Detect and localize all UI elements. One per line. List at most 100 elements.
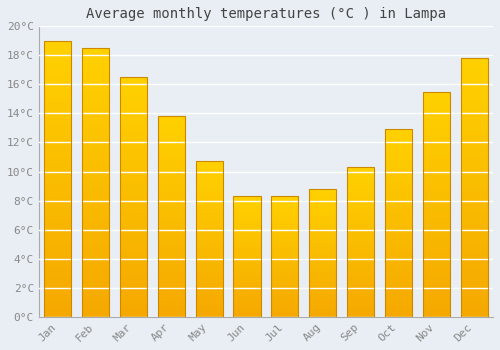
Bar	[196, 252, 223, 255]
Bar	[82, 274, 109, 279]
Bar	[158, 132, 185, 137]
Bar	[196, 164, 223, 168]
Bar	[309, 258, 336, 260]
Bar	[422, 191, 450, 195]
Bar	[234, 295, 260, 298]
Bar	[82, 155, 109, 161]
Bar	[271, 307, 298, 309]
Bar	[44, 41, 72, 317]
Bar	[82, 113, 109, 118]
Bar	[460, 239, 488, 244]
Bar	[385, 130, 412, 133]
Bar	[44, 118, 72, 124]
Bar	[82, 215, 109, 220]
Bar	[347, 227, 374, 230]
Bar	[158, 204, 185, 209]
Bar	[347, 182, 374, 185]
Bar	[347, 260, 374, 263]
Bar	[158, 273, 185, 277]
Bar	[196, 314, 223, 317]
Bar	[158, 289, 185, 293]
Bar	[234, 268, 260, 271]
Bar	[82, 172, 109, 177]
Bar	[271, 218, 298, 220]
Bar	[234, 223, 260, 225]
Bar	[422, 254, 450, 258]
Bar	[82, 97, 109, 102]
Bar	[422, 101, 450, 105]
Bar	[347, 233, 374, 236]
Bar	[196, 245, 223, 248]
Bar	[309, 197, 336, 199]
Bar	[460, 58, 488, 317]
Bar	[120, 192, 147, 197]
Bar	[309, 312, 336, 314]
Bar	[120, 312, 147, 317]
Bar	[460, 79, 488, 84]
Bar	[196, 280, 223, 282]
Bar	[385, 283, 412, 287]
Bar	[271, 290, 298, 293]
Bar	[158, 309, 185, 313]
Bar	[158, 305, 185, 309]
Bar	[44, 96, 72, 101]
Bar	[82, 129, 109, 134]
Bar	[422, 263, 450, 267]
Bar	[385, 275, 412, 279]
Bar	[234, 286, 260, 288]
Bar	[158, 209, 185, 212]
Bar	[196, 270, 223, 273]
Bar	[309, 222, 336, 225]
Bar	[120, 183, 147, 187]
Bar	[196, 236, 223, 239]
Bar	[271, 237, 298, 240]
Bar	[347, 191, 374, 194]
Bar	[44, 107, 72, 113]
Bar	[120, 82, 147, 87]
Bar	[385, 302, 412, 306]
Bar	[271, 223, 298, 225]
Bar	[120, 206, 147, 211]
Bar	[158, 168, 185, 173]
Bar	[234, 237, 260, 240]
Bar	[460, 125, 488, 131]
Bar	[120, 116, 147, 120]
Bar	[385, 212, 412, 216]
Bar	[82, 312, 109, 317]
Bar	[309, 304, 336, 307]
Bar	[158, 145, 185, 148]
Bar	[44, 201, 72, 206]
Bar	[82, 198, 109, 204]
Bar	[385, 227, 412, 231]
Bar	[234, 307, 260, 309]
Bar	[196, 233, 223, 236]
Bar	[385, 242, 412, 246]
Bar	[158, 140, 185, 145]
Bar	[196, 174, 223, 177]
Bar	[385, 249, 412, 253]
Bar	[460, 203, 488, 208]
Bar	[271, 242, 298, 244]
Bar	[120, 101, 147, 106]
Bar	[82, 75, 109, 80]
Bar	[120, 216, 147, 221]
Bar	[347, 218, 374, 221]
Bar	[271, 278, 298, 281]
Bar	[82, 231, 109, 236]
Bar	[460, 172, 488, 177]
Bar	[120, 307, 147, 312]
Bar	[460, 162, 488, 167]
Bar	[385, 186, 412, 189]
Bar	[460, 255, 488, 260]
Bar	[271, 271, 298, 273]
Bar	[385, 216, 412, 219]
Bar	[271, 300, 298, 302]
Bar	[347, 248, 374, 251]
Bar	[44, 229, 72, 234]
Bar	[158, 193, 185, 197]
Bar	[309, 296, 336, 299]
Bar	[158, 173, 185, 176]
Bar	[120, 87, 147, 91]
Bar	[385, 298, 412, 302]
Bar	[422, 150, 450, 155]
